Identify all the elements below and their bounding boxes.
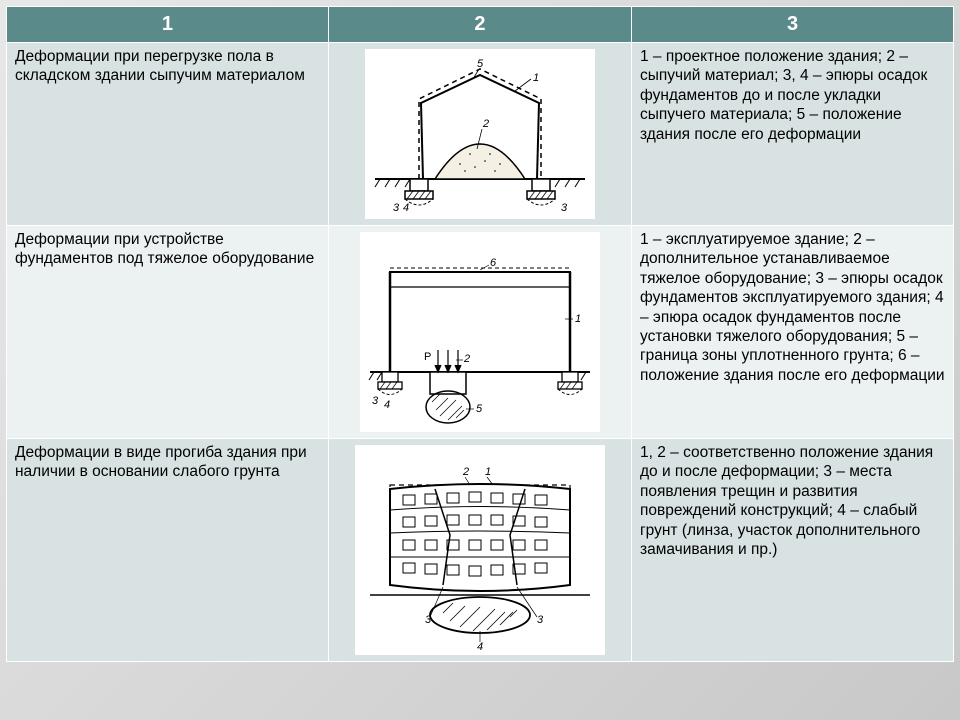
row3-diagram-cell: 2 1 3 3 4 <box>328 439 631 662</box>
warehouse-diagram: 1 2 34 3 5 <box>365 49 595 219</box>
deformations-table: 1 2 3 Деформации при перегрузке пола в с… <box>6 6 954 662</box>
svg-text:5: 5 <box>477 58 484 70</box>
svg-text:2: 2 <box>463 353 470 365</box>
svg-text:2: 2 <box>462 466 469 478</box>
row3-title: Деформации в виде прогиба здания при нал… <box>7 439 329 662</box>
svg-text:3: 3 <box>561 202 568 214</box>
svg-text:P: P <box>424 351 431 363</box>
svg-text:6: 6 <box>490 257 497 269</box>
svg-text:3: 3 <box>425 614 432 626</box>
row1-diagram-cell: 1 2 34 3 5 <box>328 43 631 226</box>
row2-title: Деформации при устройстве фундаментов по… <box>7 226 329 439</box>
svg-text:1: 1 <box>485 466 491 478</box>
header-row: 1 2 3 <box>7 7 954 43</box>
header-1: 1 <box>7 7 329 43</box>
svg-text:1: 1 <box>533 72 539 84</box>
header-3: 3 <box>632 7 954 43</box>
svg-text:3: 3 <box>372 395 379 407</box>
svg-text:4: 4 <box>403 202 409 214</box>
row2-diagram-cell: 1 2 34 5 6 P <box>328 226 631 439</box>
row3-legend: 1, 2 – соответственно положение здания д… <box>632 439 954 662</box>
svg-text:2: 2 <box>482 118 489 130</box>
row2-legend: 1 – эксплуатируемое здание; 2 – дополнит… <box>632 226 954 439</box>
svg-text:3: 3 <box>393 202 400 214</box>
svg-text:4: 4 <box>384 399 390 411</box>
table-row: Деформации в виде прогиба здания при нал… <box>7 439 954 662</box>
svg-text:3: 3 <box>537 614 544 626</box>
svg-text:1: 1 <box>575 313 581 325</box>
slide: 1 2 3 Деформации при перегрузке пола в с… <box>0 0 960 720</box>
equipment-diagram: 1 2 34 5 6 P <box>360 232 600 432</box>
sagging-building-diagram: 2 1 3 3 4 <box>355 445 605 655</box>
table-row: Деформации при устройстве фундаментов по… <box>7 226 954 439</box>
header-2: 2 <box>328 7 631 43</box>
svg-text:4: 4 <box>477 641 483 653</box>
row1-title: Деформации при перегрузке пола в складск… <box>7 43 329 226</box>
svg-text:5: 5 <box>476 403 483 415</box>
table-row: Деформации при перегрузке пола в складск… <box>7 43 954 226</box>
row1-legend: 1 – проектное положение здания; 2 – сыпу… <box>632 43 954 226</box>
